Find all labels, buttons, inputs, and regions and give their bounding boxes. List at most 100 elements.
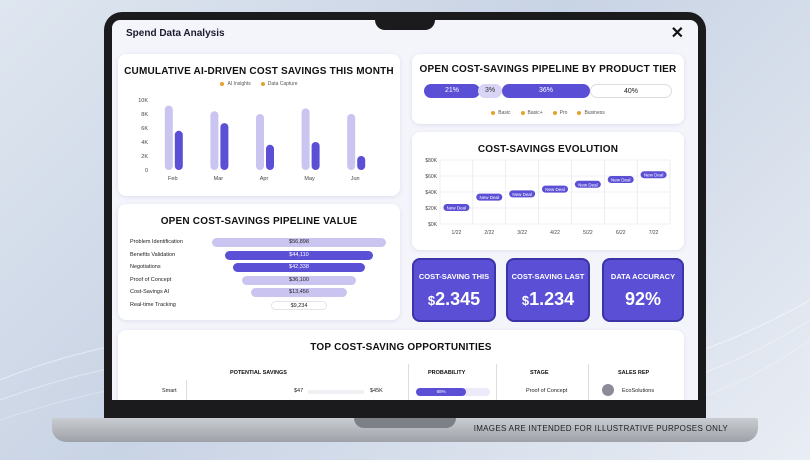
tier-segment-business[interactable]: 40% xyxy=(590,84,672,98)
header-sales-rep[interactable]: SALES REP xyxy=(618,370,650,376)
data-point xyxy=(640,171,667,179)
kpi-data-accuracy[interactable]: DATA ACCURACY 92% xyxy=(602,258,684,322)
x-tick-label: Jun xyxy=(351,176,360,182)
pipeline-value-card: OPEN COST-SAVINGS PIPELINE VALUE Problem… xyxy=(118,204,400,320)
funnel-stage-bar[interactable]: $44,110 xyxy=(225,250,373,260)
column-divider xyxy=(408,364,409,400)
legend-data-capture: Data Capture xyxy=(260,81,298,87)
savings-range-bar xyxy=(308,390,364,394)
kpi-value: 92% xyxy=(624,289,662,309)
laptop-opening-notch xyxy=(354,418,456,428)
data-point xyxy=(542,185,568,193)
funnel-stage-bar[interactable]: $56,898 xyxy=(212,238,386,247)
data-point xyxy=(509,190,536,198)
pipeline-value-title: OPEN COST-SAVINGS PIPELINE VALUE xyxy=(160,216,358,227)
data-label: New Deal xyxy=(447,206,467,211)
y-tick-label: $40K xyxy=(425,190,437,196)
probability-bar: 68% xyxy=(416,388,490,396)
cumulative-savings-card: CUMULATIVE AI-DRIVEN COST SAVINGS THIS M… xyxy=(118,54,400,196)
avatar xyxy=(602,384,614,396)
row-high-value: $45K xyxy=(370,388,383,394)
funnel-stage-bar[interactable]: $13,456 xyxy=(251,288,347,297)
evolution-title: COST-SAVINGS EVOLUTION xyxy=(477,144,619,155)
kpi-cost-saving-last[interactable]: COST-SAVING LAST $1.234 xyxy=(506,258,590,322)
probability-fill: 68% xyxy=(416,388,467,396)
bar-data-capture xyxy=(357,156,366,170)
pipeline-tier-card: OPEN COST-SAVINGS PIPELINE BY PRODUCT TI… xyxy=(412,54,684,124)
funnel-stage-bar[interactable]: $9,234 xyxy=(271,300,327,310)
cumulative-savings-title: CUMULATIVE AI-DRIVEN COST SAVINGS THIS M… xyxy=(124,66,394,77)
x-tick-label: May xyxy=(304,176,315,182)
legend-basic: Basic xyxy=(491,110,511,116)
legend-basic-plus: Basic+ xyxy=(520,110,543,116)
header-potential-savings[interactable]: POTENTIAL SAVINGS xyxy=(230,370,287,376)
bar-ai-insights xyxy=(210,111,219,170)
bar-ai-insights xyxy=(301,108,310,170)
legend-ai-insights: AI Insights xyxy=(220,81,251,87)
data-label: New Deal xyxy=(578,182,598,187)
evolution-line-chart: $0K $20K $40K $60K $80K 1/22 New Deal 2/22 New D… xyxy=(425,158,671,236)
tier-segment-pro[interactable]: 36% xyxy=(502,84,590,98)
x-tick-label: 1/22 xyxy=(452,230,462,236)
data-point xyxy=(443,204,470,211)
tier-segment-basic-plus[interactable]: 3% xyxy=(478,84,502,98)
funnel-stage-label: Proof of Concept xyxy=(130,276,172,283)
row-stage: Proof of Concept xyxy=(526,388,568,394)
funnel-stage-bar[interactable]: $36,100 xyxy=(242,275,356,285)
kpi-value: $2.345 xyxy=(427,289,481,309)
kpi-cost-saving-this[interactable]: COST-SAVING THIS $2.345 xyxy=(412,258,496,322)
y-tick-label: $80K xyxy=(425,158,437,164)
opportunities-title: TOP COST-SAVING OPPORTUNITIES xyxy=(310,342,492,353)
bar-data-capture xyxy=(174,130,183,170)
row-name: Smart xyxy=(162,388,177,394)
data-point xyxy=(476,193,503,201)
legend-pro: Pro xyxy=(552,110,567,116)
laptop-chin xyxy=(104,400,706,420)
y-tick-label: $0K xyxy=(428,222,438,228)
kpi-value: $1.234 xyxy=(521,289,575,309)
app-title: Spend Data Analysis xyxy=(126,28,225,39)
app-screen: Spend Data Analysis ✕ CUMULATIVE AI-DRIV… xyxy=(112,20,698,400)
column-divider xyxy=(496,364,497,400)
x-tick-label: Feb xyxy=(168,176,177,182)
data-point xyxy=(607,176,634,183)
y-tick-label: 10K xyxy=(138,98,148,104)
kpi-label: COST-SAVING LAST xyxy=(511,272,585,281)
opportunities-card: TOP COST-SAVING OPPORTUNITIES POTENTIAL … xyxy=(118,330,684,400)
funnel-stage-label: Cost-Savings AI xyxy=(130,289,170,295)
data-label: New Deal xyxy=(480,195,500,200)
x-tick-label: Mar xyxy=(214,176,224,182)
funnel-stage-bar[interactable]: $42,338 xyxy=(233,263,365,272)
x-tick-label: 5/22 xyxy=(583,230,593,236)
row-low-value: $47 xyxy=(294,388,304,394)
y-tick-label: 0 xyxy=(145,168,148,174)
funnel-stage-label: Benefits Validation xyxy=(130,251,176,258)
close-icon[interactable]: ✕ xyxy=(670,25,684,42)
y-tick-label: $20K xyxy=(425,206,437,212)
row-sales-rep: EcoSolutions xyxy=(622,388,655,394)
funnel-stage-label: Negotiations xyxy=(130,264,161,270)
data-label: New Deal xyxy=(644,173,664,178)
legend-business: Business xyxy=(577,110,605,116)
data-label: New Deal xyxy=(611,178,631,183)
data-label: New Deal xyxy=(545,187,565,192)
bar-data-capture xyxy=(311,142,320,170)
kpi-label: COST-SAVING THIS xyxy=(418,272,490,281)
header-stage[interactable]: STAGE xyxy=(530,370,549,376)
column-divider xyxy=(186,380,187,400)
x-tick-label: 2/22 xyxy=(484,230,494,236)
header-probability[interactable]: PROBABILITY xyxy=(428,370,466,376)
y-tick-label: 8K xyxy=(141,112,148,118)
y-tick-label: 4K xyxy=(141,140,148,146)
evolution-card: COST-SAVINGS EVOLUTION $0K $20K $40K $60K $8… xyxy=(412,132,684,250)
funnel-stage-label: Real-time Tracking xyxy=(130,301,176,308)
y-tick-label: 6K xyxy=(141,126,148,132)
bar-data-capture xyxy=(266,144,274,170)
x-tick-label: Apr xyxy=(260,176,269,182)
tier-segment-basic[interactable]: 21% xyxy=(424,84,480,98)
pipeline-tier-title: OPEN COST-SAVINGS PIPELINE BY PRODUCT TI… xyxy=(419,64,677,75)
y-tick-label: $60K xyxy=(425,174,437,180)
funnel-stage-label: Problem Identification xyxy=(130,239,183,245)
bar-ai-insights xyxy=(256,114,264,170)
x-tick-label: 4/22 xyxy=(550,230,560,236)
